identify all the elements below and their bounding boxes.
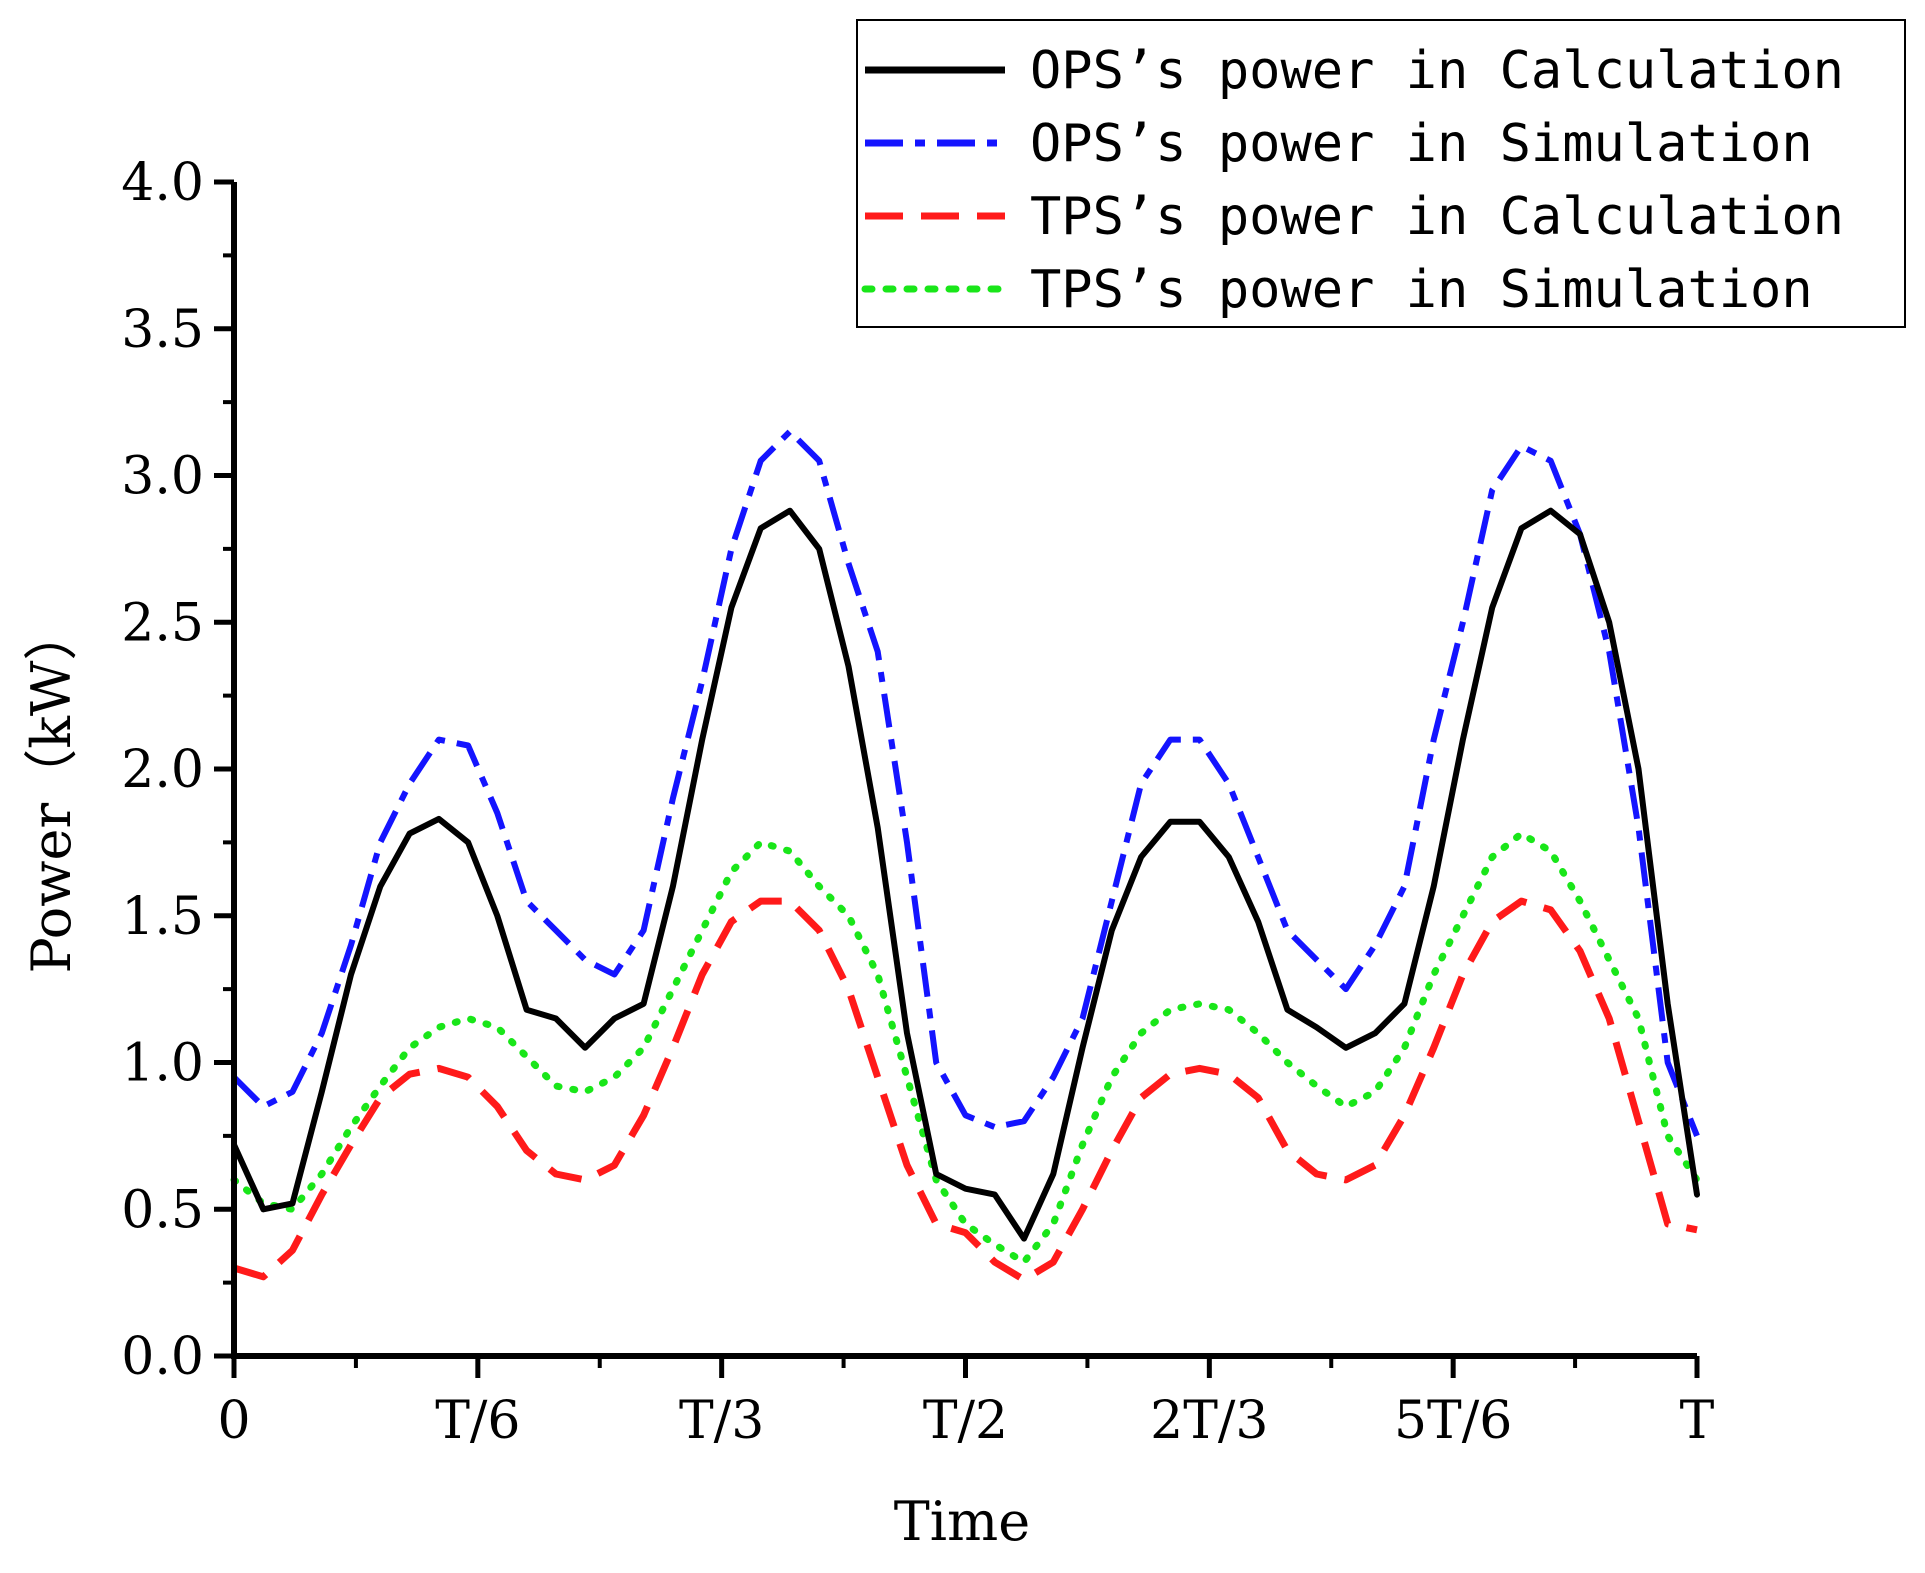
legend-label-tps-calculation: TPS’s power in Calculation [1030, 187, 1844, 247]
series-line-2 [232, 897, 1698, 1284]
x-tick-label-6: T [1680, 1391, 1715, 1451]
legend-label-ops-calculation: OPS’s power in Calculation [1030, 41, 1844, 101]
y-tick-label-0: 0.0 [121, 1327, 204, 1387]
legend-box [856, 19, 1906, 328]
x-tick-label-4: 2T/3 [1150, 1391, 1268, 1451]
series-line-1 [231, 428, 1700, 1138]
axes: 0.0 0.5 1.0 1.5 2.0 2.5 3.0 3.5 4.0 0 T/6 T/3 T/2 2T/… [121, 153, 1714, 1451]
x-tick-label-1: T/6 [435, 1391, 520, 1451]
y-tick-label-8: 4.0 [121, 153, 204, 213]
legend: OPS’s power in Calculation OPS’s power i… [856, 19, 1906, 328]
x-tick-label-2: T/3 [679, 1391, 764, 1451]
y-tick-label-3: 1.5 [121, 887, 204, 947]
y-tick-label-5: 2.5 [121, 593, 204, 653]
legend-label-ops-simulation: OPS’s power in Simulation [1030, 114, 1813, 174]
series-line-0 [231, 507, 1700, 1242]
y-axis-title: Power（kW） [20, 607, 83, 974]
legend-label-tps-simulation: TPS’s power in Simulation [1030, 260, 1813, 320]
x-axis-title: Time [894, 1490, 1030, 1553]
y-tick-label-4: 2.0 [121, 740, 204, 800]
series-line-3 [230, 830, 1701, 1266]
y-tick-label-6: 3.0 [121, 447, 204, 507]
y-tick-label-2: 1.0 [121, 1034, 204, 1094]
x-tick-label-5: 5T/6 [1394, 1391, 1512, 1451]
plot-area [230, 428, 1701, 1284]
x-tick-label-3: T/2 [923, 1391, 1008, 1451]
x-tick-label-0: 0 [217, 1391, 250, 1451]
y-tick-label-1: 0.5 [121, 1180, 204, 1240]
y-tick-label-7: 3.5 [121, 300, 204, 360]
